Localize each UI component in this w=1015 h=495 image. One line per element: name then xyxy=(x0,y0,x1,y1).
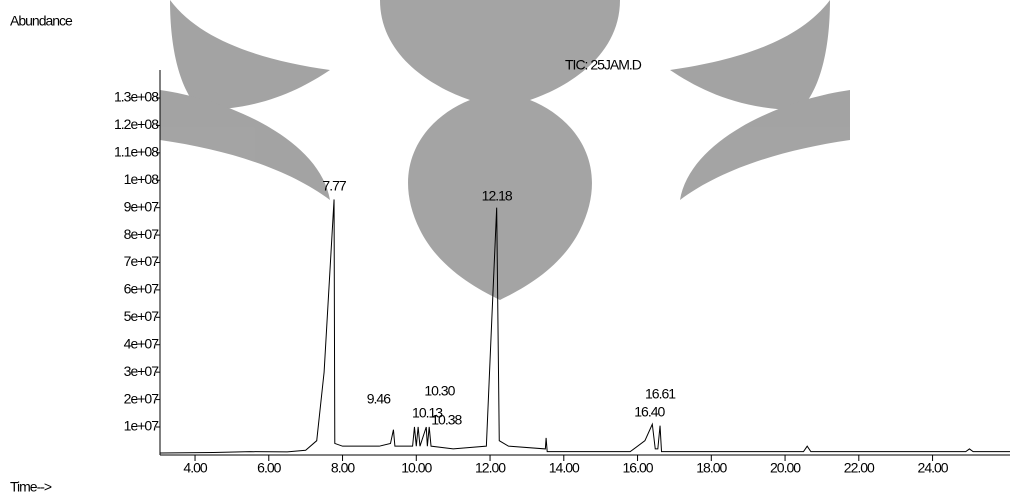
y-tick-label: 4e+07 xyxy=(124,335,160,351)
trace xyxy=(160,199,1010,453)
y-tick-label: 1.2e+08 xyxy=(114,116,159,132)
y-tick-label: 1.1e+08 xyxy=(114,144,159,160)
watermark xyxy=(160,0,850,300)
x-tick-label: 8.00 xyxy=(331,460,355,476)
peak-label: 9.46 xyxy=(367,391,391,407)
y-tick-label: 5e+07 xyxy=(124,308,160,324)
x-tick-label: 14.00 xyxy=(549,460,580,476)
y-tick-label: 8e+07 xyxy=(124,226,160,242)
chart-title: TIC: 25JAM.D xyxy=(565,57,642,73)
x-tick-label: 16.00 xyxy=(623,460,654,476)
y-tick-label: 2e+07 xyxy=(124,390,160,406)
y-tick-label: 9e+07 xyxy=(124,198,160,214)
peak-label: 10.30 xyxy=(424,383,455,399)
y-tick-label: 1.3e+08 xyxy=(114,89,159,105)
x-tick-label: 10.00 xyxy=(401,460,432,476)
x-tick-label: 20.00 xyxy=(770,460,801,476)
x-tick-label: 18.00 xyxy=(696,460,727,476)
x-axis-label: Time--> xyxy=(10,479,52,495)
chart: Abundance Time--> TIC: 25JAM.D 1e+07 2e+0… xyxy=(0,0,1015,495)
x-tick-label: 24.00 xyxy=(918,460,949,476)
y-tick-label: 6e+07 xyxy=(124,281,160,297)
y-tick-label: 3e+07 xyxy=(124,363,160,379)
y-tick-label: 1e+07 xyxy=(124,418,160,434)
y-tick-label: 1e+08 xyxy=(124,171,160,187)
x-tick-label: 22.00 xyxy=(844,460,875,476)
peak-label: 16.40 xyxy=(634,404,665,420)
y-axis-label: Abundance xyxy=(10,13,73,29)
peak-label: 16.61 xyxy=(645,386,676,402)
x-tick-label: 4.00 xyxy=(183,460,207,476)
peak-label: 12.18 xyxy=(482,188,513,204)
x-tick-label: 6.00 xyxy=(257,460,281,476)
peak-label: 7.77 xyxy=(322,178,346,194)
x-tick-label: 12.00 xyxy=(475,460,506,476)
peak-label: 10.38 xyxy=(431,412,462,428)
y-tick-label: 7e+07 xyxy=(124,253,160,269)
